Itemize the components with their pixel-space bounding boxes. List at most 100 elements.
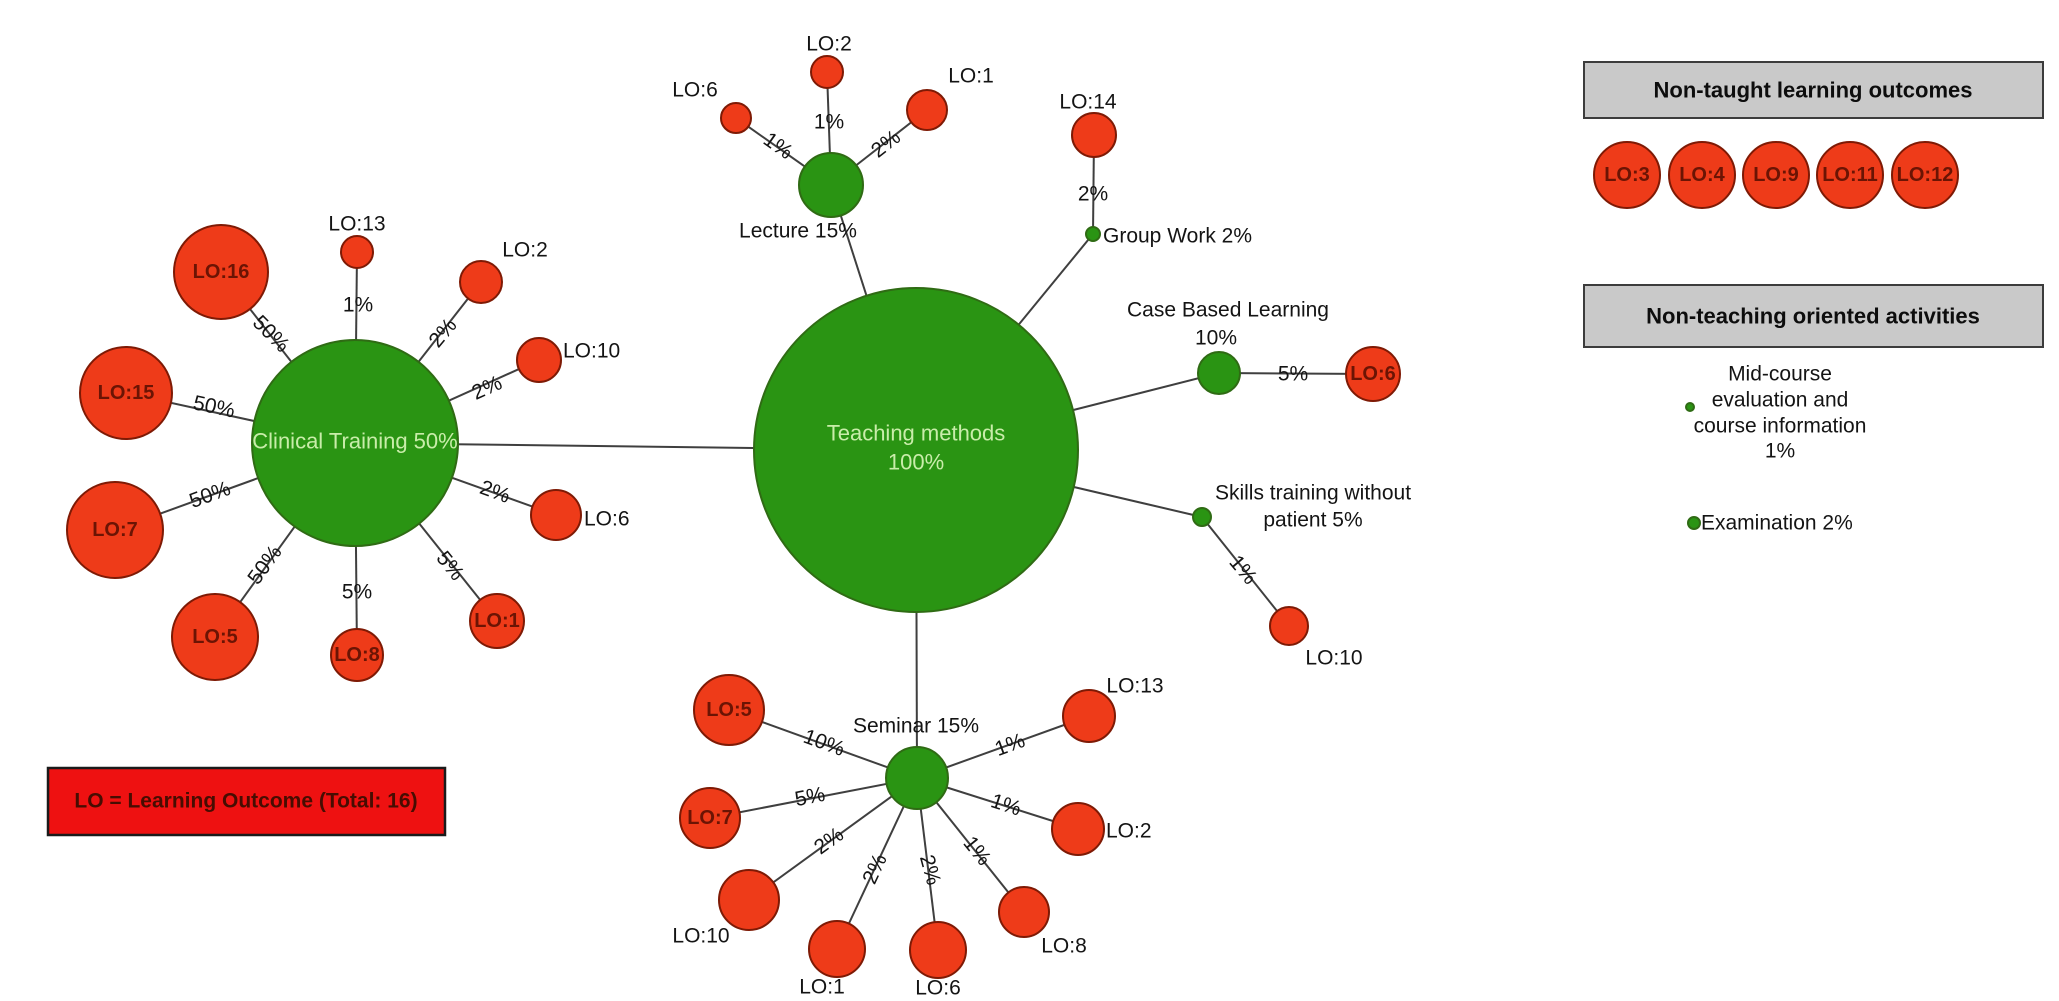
edge-pct-clinical-lo10: 2%: [468, 371, 505, 404]
teaching-methods-circle: [753, 287, 1079, 613]
node-lo10-skills: [1269, 606, 1309, 646]
legend-non-teaching: Non-teaching oriented activities Mid-cou…: [1583, 284, 2044, 535]
case-based-circle: [1197, 351, 1241, 395]
mid-course-dot: [1685, 402, 1695, 412]
node-lo12-legend: [1891, 141, 1959, 209]
node-lo5-seminar: [693, 674, 765, 746]
node-lo13-seminar: [1062, 689, 1116, 743]
edge-pct-groupwork-lo14: 2%: [1078, 183, 1108, 206]
cluster-lecture: Lecture 15% LO:6 1% LO:2 1% LO:1 2%: [672, 33, 994, 243]
teaching-methods-label-line2: 100%: [888, 450, 944, 475]
lo1-seminar-label: LO:1: [799, 976, 845, 999]
lecture-circle: [798, 152, 864, 218]
edge-pct-clinical-lo7: 50%: [186, 477, 233, 513]
lo15-label: LO:15: [98, 382, 155, 404]
edge-pct-clinical-lo8: 5%: [342, 581, 372, 604]
lo6-lecture-label: LO:6: [672, 79, 718, 102]
edge-pct-seminar-lo7: 5%: [793, 783, 827, 811]
node-lo9-legend: [1742, 141, 1810, 209]
node-lo8-clinical: [330, 628, 384, 682]
group-work-dot: [1085, 226, 1101, 242]
clinical-training-circle: [251, 339, 459, 547]
lo1-clinical-label: LO:1: [474, 610, 520, 632]
case-based-label-line2: 10%: [1195, 327, 1237, 350]
lo13-seminar-label: LO:13: [1106, 675, 1163, 698]
lo5-clinical-label: LO:5: [192, 626, 238, 648]
node-lo16: [173, 224, 269, 320]
edge-pct-seminar-lo1: 2%: [858, 850, 892, 887]
edge-pct-clinical-lo13: 1%: [343, 294, 373, 317]
node-teaching-methods: Teaching methods 100%: [753, 287, 1079, 613]
lo11-legend-label: LO:11: [1822, 164, 1878, 186]
mid-course-label-line1: Mid-course: [1728, 363, 1832, 386]
edge-skills-lo10: [1201, 516, 1290, 627]
lo5-seminar-label: LO:5: [706, 699, 752, 721]
mid-course-label-line2: evaluation and: [1712, 389, 1849, 412]
non-taught-header-box: [1583, 61, 2044, 119]
lo10-clinical-label: LO:10: [563, 340, 620, 363]
lo8-seminar-label: LO:8: [1041, 935, 1087, 958]
lecture-label: Lecture 15%: [739, 220, 857, 243]
lo6-seminar-label: LO:6: [915, 977, 961, 1000]
note-box: LO = Learning Outcome (Total: 16): [46, 766, 447, 837]
node-lo10-clinical: [516, 337, 562, 383]
node-lo1-lecture: [906, 89, 948, 131]
group-work-label: Group Work 2%: [1103, 225, 1252, 248]
lo2-seminar-label: LO:2: [1106, 820, 1152, 843]
note-box-label: LO = Learning Outcome (Total: 16): [74, 790, 417, 813]
lo10-skills-label: LO:10: [1305, 647, 1362, 670]
node-lo8-seminar: [998, 886, 1050, 938]
edge-pct-lecture-lo2: 1%: [814, 111, 844, 134]
lo6-clinical-label: LO:6: [584, 508, 630, 531]
node-lo1-seminar: [808, 920, 866, 978]
node-lo1-clinical: [469, 593, 525, 649]
lo14-label: LO:14: [1059, 91, 1117, 114]
non-teaching-header-label: Non-teaching oriented activities: [1646, 304, 1980, 329]
lo10-seminar-label: LO:10: [672, 925, 729, 948]
lo4-legend-label: LO:4: [1679, 164, 1725, 186]
lo2-clinical-label: LO:2: [502, 239, 548, 262]
non-taught-header-label: Non-taught learning outcomes: [1654, 78, 1973, 103]
lo8-clinical-label: LO:8: [334, 644, 380, 666]
examination-label: Examination 2%: [1701, 512, 1853, 535]
edge-pct-clinical-lo15: 50%: [191, 391, 237, 422]
lo12-legend-label: LO:12: [1897, 164, 1954, 186]
edge-seminar-lo7: [709, 777, 918, 819]
cluster-clinical-training: Clinical Training 50% LO:16 50% LO:13 1%…: [66, 213, 630, 682]
clinical-training-label: Clinical Training 50%: [252, 429, 457, 454]
case-based-label-line1: Case Based Learning: [1127, 299, 1329, 322]
node-lo4-legend: [1668, 141, 1736, 209]
edge-pct-seminar-lo13: 1%: [992, 729, 1028, 761]
legend-non-taught: Non-taught learning outcomes LO:3 LO:4 L…: [1583, 61, 2044, 209]
seminar-label: Seminar 15%: [853, 715, 979, 738]
node-lo2-lecture: [810, 55, 844, 89]
node-lo7-clinical: [66, 481, 164, 579]
node-lo14: [1071, 112, 1117, 158]
node-lo6-lecture: [720, 102, 752, 134]
node-lo7-seminar: [679, 787, 741, 849]
lo7-seminar-label: LO:7: [687, 807, 733, 829]
node-lo6-seminar: [909, 921, 967, 979]
mid-course-label-line4: 1%: [1765, 440, 1795, 463]
node-lo5-clinical: [171, 593, 259, 681]
lo9-legend-label: LO:9: [1753, 164, 1799, 186]
cluster-seminar: Seminar 15% LO:5 10% LO:7 5% LO:10 2% LO…: [672, 674, 1164, 1000]
edge-pct-clinical-lo16: 50%: [248, 311, 294, 357]
seminar-circle: [885, 746, 949, 810]
cluster-skills-training: Skills training without patient 5% LO:10…: [1192, 482, 1411, 670]
lo16-label: LO:16: [193, 261, 250, 283]
node-lo10-seminar: [718, 869, 780, 931]
examination-dot: [1687, 516, 1701, 530]
node-lo2-seminar: [1051, 802, 1105, 856]
node-lo6-clinical: [530, 489, 582, 541]
cluster-case-based-learning: Case Based Learning 10% LO:6 5%: [1127, 299, 1401, 402]
node-lo15: [79, 346, 173, 440]
edge-pct-seminar-lo6: 2%: [915, 852, 945, 887]
edge-pct-lecture-lo6: 1%: [759, 128, 797, 164]
lo2-lecture-label: LO:2: [806, 33, 852, 56]
lo1-lecture-label: LO:1: [948, 65, 994, 88]
edge-seminar-lo10: [748, 777, 918, 901]
node-lo2-clinical: [459, 260, 503, 304]
